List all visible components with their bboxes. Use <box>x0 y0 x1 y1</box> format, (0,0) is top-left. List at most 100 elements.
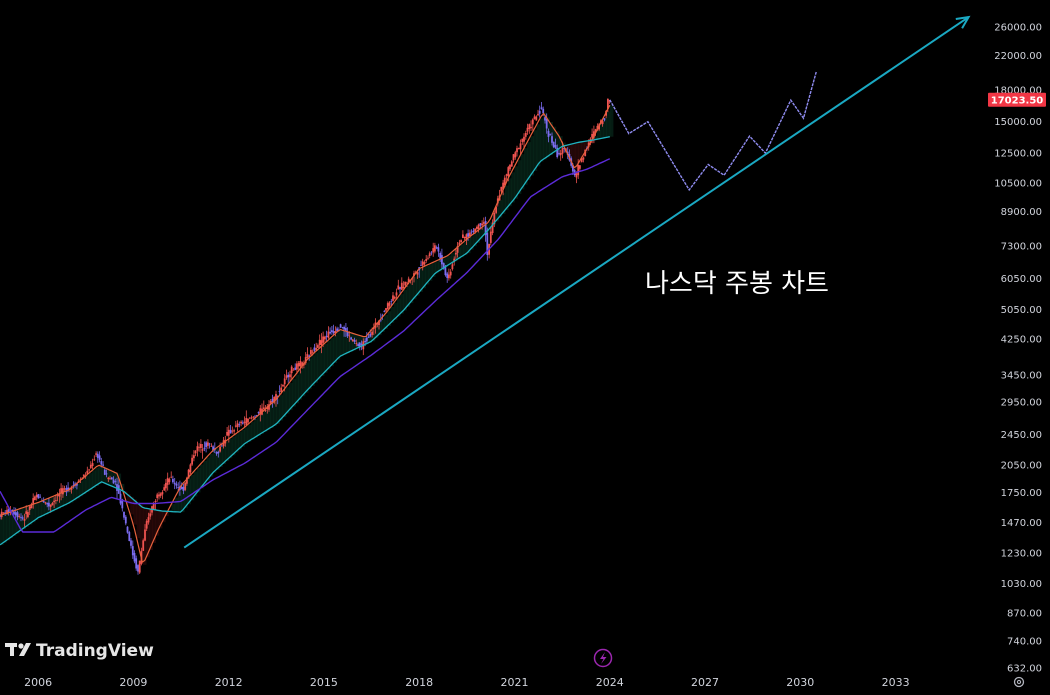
ribbon-segment <box>603 117 607 138</box>
ribbon-segment <box>562 142 566 147</box>
candle-body <box>507 167 510 177</box>
time-axis[interactable]: 2006 2009 2012 2015 2018 2021 2024 2027 2030 2033 <box>24 676 910 689</box>
ribbon-segment <box>466 239 471 254</box>
candle-body <box>472 230 475 232</box>
candle-body <box>110 477 113 480</box>
y-tick-label: 1750.00 <box>1001 488 1042 499</box>
y-tick-label: 26000.00 <box>994 22 1042 33</box>
candle-body <box>561 148 564 154</box>
ribbon-segment <box>409 281 414 304</box>
candle-body <box>208 443 211 445</box>
candle-body <box>381 315 384 317</box>
candle-body <box>193 455 195 459</box>
price-axis[interactable]: 26000.00 22000.00 18000.00 15000.00 12500.00… <box>994 22 1042 674</box>
candle-body <box>542 108 545 114</box>
candle-body <box>514 152 517 158</box>
candle-body <box>238 424 241 426</box>
candle-body <box>441 255 443 265</box>
candle-body <box>255 415 258 416</box>
candle-body <box>392 295 394 301</box>
ribbon-segment <box>377 322 382 336</box>
ribbon-segment <box>349 332 353 352</box>
tradingview-logo[interactable]: TradingView <box>5 641 154 661</box>
ribbon-segment <box>298 370 303 400</box>
y-tick-label: 2450.00 <box>1001 430 1042 441</box>
candle-body <box>32 498 35 505</box>
candle-body <box>580 158 583 163</box>
candle-body <box>72 485 75 486</box>
candle-body <box>7 509 10 513</box>
y-tick-label: 870.00 <box>1007 608 1042 619</box>
candle-body <box>313 347 316 351</box>
candle-body <box>241 422 244 424</box>
candle-body <box>55 500 57 501</box>
candle-body <box>477 224 480 229</box>
candle-body <box>397 285 400 290</box>
candle-body <box>493 213 496 224</box>
candle-body <box>531 119 534 125</box>
candle-body <box>512 154 515 161</box>
candle-body <box>135 558 138 569</box>
y-tick-label: 1030.00 <box>1001 579 1042 590</box>
y-tick-label: 18000.00 <box>994 86 1042 97</box>
candle-body <box>247 418 249 423</box>
lightning-icon[interactable] <box>593 648 613 668</box>
settings-icon[interactable] <box>1013 676 1025 688</box>
candle-body <box>42 501 45 503</box>
projection-path <box>609 71 817 192</box>
candle-body <box>421 261 424 266</box>
ribbon-segment <box>181 485 185 513</box>
ribbon-segment <box>263 410 268 432</box>
ribbon-segment <box>428 264 433 281</box>
ribbon-segment <box>463 241 468 256</box>
trendline[interactable] <box>183 16 970 549</box>
candle-body <box>434 245 436 252</box>
ribbon-segment <box>171 503 176 512</box>
ribbon-segment <box>425 265 430 285</box>
candle-body <box>205 442 207 448</box>
candle-body <box>322 336 324 343</box>
candle-body <box>173 482 176 485</box>
x-tick-label: 2027 <box>691 676 719 689</box>
ribbon-segment <box>273 402 277 426</box>
x-tick-label: 2015 <box>310 676 338 689</box>
candle-body <box>269 401 272 404</box>
candle-body <box>142 540 145 551</box>
candle-body <box>416 272 419 275</box>
ribbon-segment <box>574 143 579 169</box>
candle-body <box>435 247 438 249</box>
candle-body <box>292 369 295 371</box>
candle-body <box>549 134 552 136</box>
ribbon-segment <box>485 224 490 233</box>
ribbon-segment <box>524 148 528 185</box>
candle-body <box>524 133 527 137</box>
ribbon-segment <box>206 457 210 481</box>
candle-body <box>240 421 242 424</box>
candle-body <box>18 516 21 517</box>
candle-body <box>404 281 407 286</box>
ribbon-segment <box>98 465 103 484</box>
candle-body <box>367 336 370 338</box>
candle-body <box>481 223 483 226</box>
candle-body <box>334 331 337 333</box>
ribbon-segment <box>308 358 312 390</box>
ribbon-segment <box>501 192 506 214</box>
price-badge: 17023.50 <box>988 92 1046 107</box>
candle-body <box>456 246 459 253</box>
candle-body <box>407 278 410 282</box>
candle-body <box>154 501 157 502</box>
candle-body <box>306 354 309 358</box>
candle-body <box>388 302 391 306</box>
ribbon-segment <box>9 512 14 539</box>
ribbon-segment <box>38 502 42 518</box>
candle-body <box>509 164 511 170</box>
candle-body <box>476 226 478 229</box>
candle-body <box>393 296 396 299</box>
ribbon-segment <box>203 461 207 485</box>
candle-body <box>348 335 351 337</box>
candle-body <box>484 221 487 235</box>
ribbon-segment <box>571 144 576 163</box>
ribbon-segment <box>219 445 223 467</box>
y-tick-label: 2050.00 <box>1001 461 1042 472</box>
